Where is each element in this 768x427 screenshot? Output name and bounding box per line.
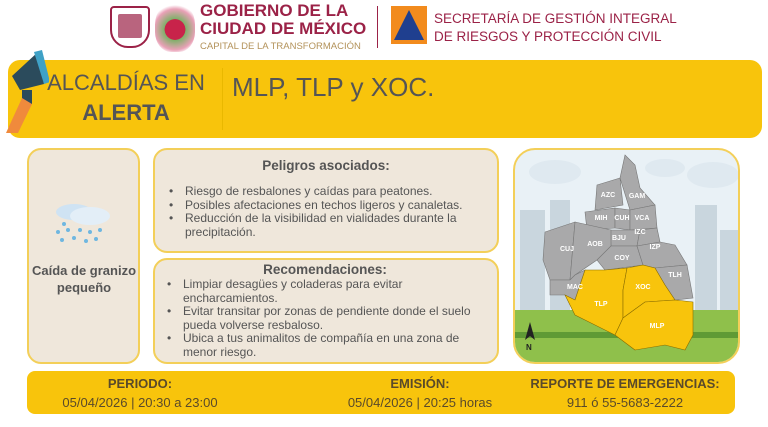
megaphone-icon [4,48,50,133]
label-mh: MIH [595,215,608,222]
label-mac: MAC [567,284,583,291]
map-alert-districts [564,264,694,351]
period-label: PERIODO: [107,376,173,391]
label-cuh: CUH [614,215,629,222]
label-cuj: CUJ [560,246,574,253]
cdmx-heart-logo [155,2,195,52]
hazard-item: Reducción de la visibilidad en vialidade… [165,211,487,239]
hazards-title: Peligros asociados: [262,158,390,173]
map-normal-districts [542,154,694,301]
label-vca: VCA [635,215,650,222]
hazards-list: Riesgo de resbalones y caídas para peato… [165,184,487,239]
phenomenon-label: Caída de granizo pequeño [31,263,137,295]
recommendations-list: Limpiar desagües y coladeras para evitar… [163,277,487,359]
district-mlp [614,299,694,351]
civil-protection-logo [391,6,427,44]
north-arrow-icon [525,322,535,340]
recommendation-item: Evitar transitar por zonas de pendiente … [163,304,487,332]
cdmx-alert-map: AZC GAM MIH CUH VCA IZC BJU CUJ AOB IZP … [513,148,740,364]
secretariat-line2: DE RIESGOS Y PROTECCIÓN CIVIL [434,29,662,44]
north-label: N [526,343,532,352]
district-izp [636,241,688,269]
label-gam: GAM [629,193,646,200]
period-value: 05/04/2026 | 20:30 a 23:00 [62,395,218,410]
recommendation-item: Limpiar desagües y coladeras para evitar… [163,277,487,305]
emergency-phone: 911 ó 55-5683-2222 [566,395,684,410]
label-aob: AOB [587,241,603,248]
label-coy: COY [614,255,630,262]
hazards-card: Peligros asociados: Riesgo de resbalones… [153,148,499,253]
emission-value: 05/04/2026 | 20:25 horas [347,395,493,410]
label-izc: IZC [634,229,645,236]
recommendations-title: Recomendaciones: [263,262,387,277]
header-divider [377,6,378,48]
label-izp: IZP [650,244,661,251]
label-tlh: TLH [668,272,682,279]
phenomenon-card [27,148,140,364]
label-azc: AZC [601,192,615,199]
alert-alcaldias: MLP, TLP y XOC. [232,72,435,102]
banner-label-line2: ALERTA [82,100,170,125]
info-footer [27,371,735,414]
hazard-item: Riesgo de resbalones y caídas para peato… [165,184,487,199]
banner-label-line1: ALCALDÍAS EN [47,70,205,95]
cdmx-shield-logo [110,6,150,48]
district-azc [594,177,624,211]
emergency-label: REPORTE DE EMERGENCIAS: [530,376,720,391]
gov-title-line2: CIUDAD DE MÉXICO [200,19,367,38]
secretariat-line1: SECRETARÍA DE GESTIÓN INTEGRAL [434,11,677,26]
label-bju: BJU [612,235,626,242]
alert-banner [8,60,762,138]
gov-tagline: CAPITAL DE LA TRANSFORMACIÓN [200,41,361,52]
gov-title-line1: GOBIERNO DE LA [200,1,349,20]
recommendations-card: Recomendaciones: Limpiar desagües y cola… [153,258,499,364]
label-tlp: TLP [594,301,608,308]
hazard-item: Posibles afectaciones en techos ligeros … [165,198,487,213]
banner-divider [222,68,223,130]
recommendation-item: Ubica a tus animalitos de compañía en un… [163,331,487,359]
emission-label: EMISIÓN: [390,376,450,391]
hail-cloud-icon [50,200,118,250]
district-coy [596,245,644,271]
label-mlp: MLP [650,323,665,330]
label-xoc: XOC [635,284,650,291]
